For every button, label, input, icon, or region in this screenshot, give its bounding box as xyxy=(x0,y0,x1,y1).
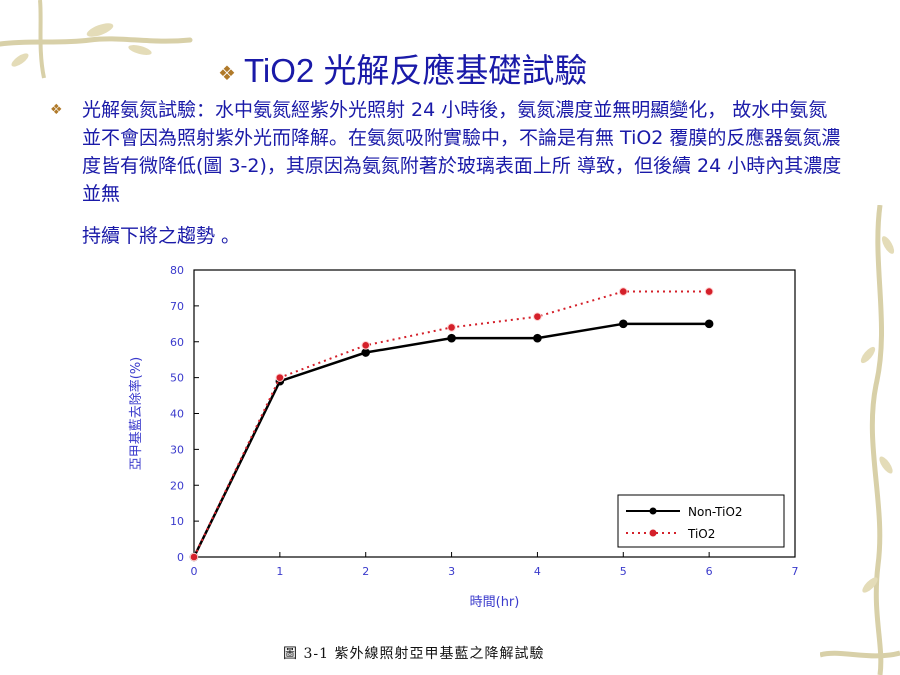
legend-box xyxy=(617,494,785,548)
data-point-non-tio2 xyxy=(361,348,371,357)
x-tick-label: 4 xyxy=(534,565,541,578)
data-point-tio2 xyxy=(618,287,628,296)
x-tick-label: 1 xyxy=(276,565,283,578)
slide-title: ❖ TiO2 光解反應基礎試驗 xyxy=(218,44,738,94)
y-tick-label: 0 xyxy=(177,551,184,564)
data-point-non-tio2 xyxy=(189,552,199,562)
data-point-non-tio2 xyxy=(704,319,714,329)
x-tick-label: 7 xyxy=(792,565,799,578)
data-point-tio2 xyxy=(189,552,199,562)
series-line-tio2 xyxy=(193,290,710,558)
x-tick-label: 2 xyxy=(362,565,369,578)
data-point-tio2 xyxy=(447,323,456,332)
data-point-tio2 xyxy=(275,373,285,382)
x-tick-label: 3 xyxy=(448,565,455,578)
y-tick-label: 80 xyxy=(170,264,184,277)
y-axis-label: 亞甲基藍去除率(%) xyxy=(128,357,144,471)
x-tick-label: 5 xyxy=(620,565,627,578)
bullet-text: 光解氨氮試驗：水中氨氮經紫外光照射 24 小時後，氨氮濃度並無明顯變化， 故水中… xyxy=(82,99,842,205)
y-tick-label: 50 xyxy=(170,372,184,385)
data-point-non-tio2 xyxy=(618,319,628,329)
legend-label: Non-TiO2 xyxy=(688,505,743,519)
data-point-non-tio2 xyxy=(447,333,456,343)
plot-frame xyxy=(193,269,796,558)
y-tick-label: 10 xyxy=(170,515,184,528)
data-point-tio2 xyxy=(704,287,714,296)
vine-decoration-top-left xyxy=(0,0,193,79)
series-line-non-tio2 xyxy=(192,322,710,558)
data-point-non-tio2 xyxy=(533,333,542,343)
x-axis-label: 時間(hr) xyxy=(470,595,520,610)
bullet-tail-text: 持續下將之趨勢 。 xyxy=(82,225,241,247)
legend-label: TiO2 xyxy=(687,527,715,541)
y-tick-label: 70 xyxy=(170,300,184,313)
vine-decoration-right xyxy=(860,205,895,675)
bullet-paragraph: ❖ 光解氨氮試驗：水中氨氮經紫外光照射 24 小時後，氨氮濃度並無明顯變化， 故… xyxy=(50,96,842,250)
y-tick-label: 40 xyxy=(170,408,184,421)
y-tick-label: 30 xyxy=(170,443,184,456)
data-point-non-tio2 xyxy=(275,376,285,386)
data-point-tio2 xyxy=(533,312,542,321)
figure-caption: 圖 3-1 紫外線照射亞甲基藍之降解試驗 xyxy=(283,646,545,662)
legend-swatch-marker xyxy=(649,529,657,537)
vine-decoration-bottom-right xyxy=(820,650,900,659)
x-tick-label: 0 xyxy=(191,565,198,578)
x-tick-label: 6 xyxy=(706,565,713,578)
y-tick-label: 20 xyxy=(170,479,184,492)
diamond-bullet-icon: ❖ xyxy=(50,102,63,118)
y-tick-label: 60 xyxy=(170,336,184,349)
diamond-bullet-icon: ❖ xyxy=(218,62,236,85)
data-point-tio2 xyxy=(361,341,371,350)
slide-title-text: TiO2 光解反應基礎試驗 xyxy=(243,52,588,89)
legend-swatch-marker xyxy=(649,507,657,515)
